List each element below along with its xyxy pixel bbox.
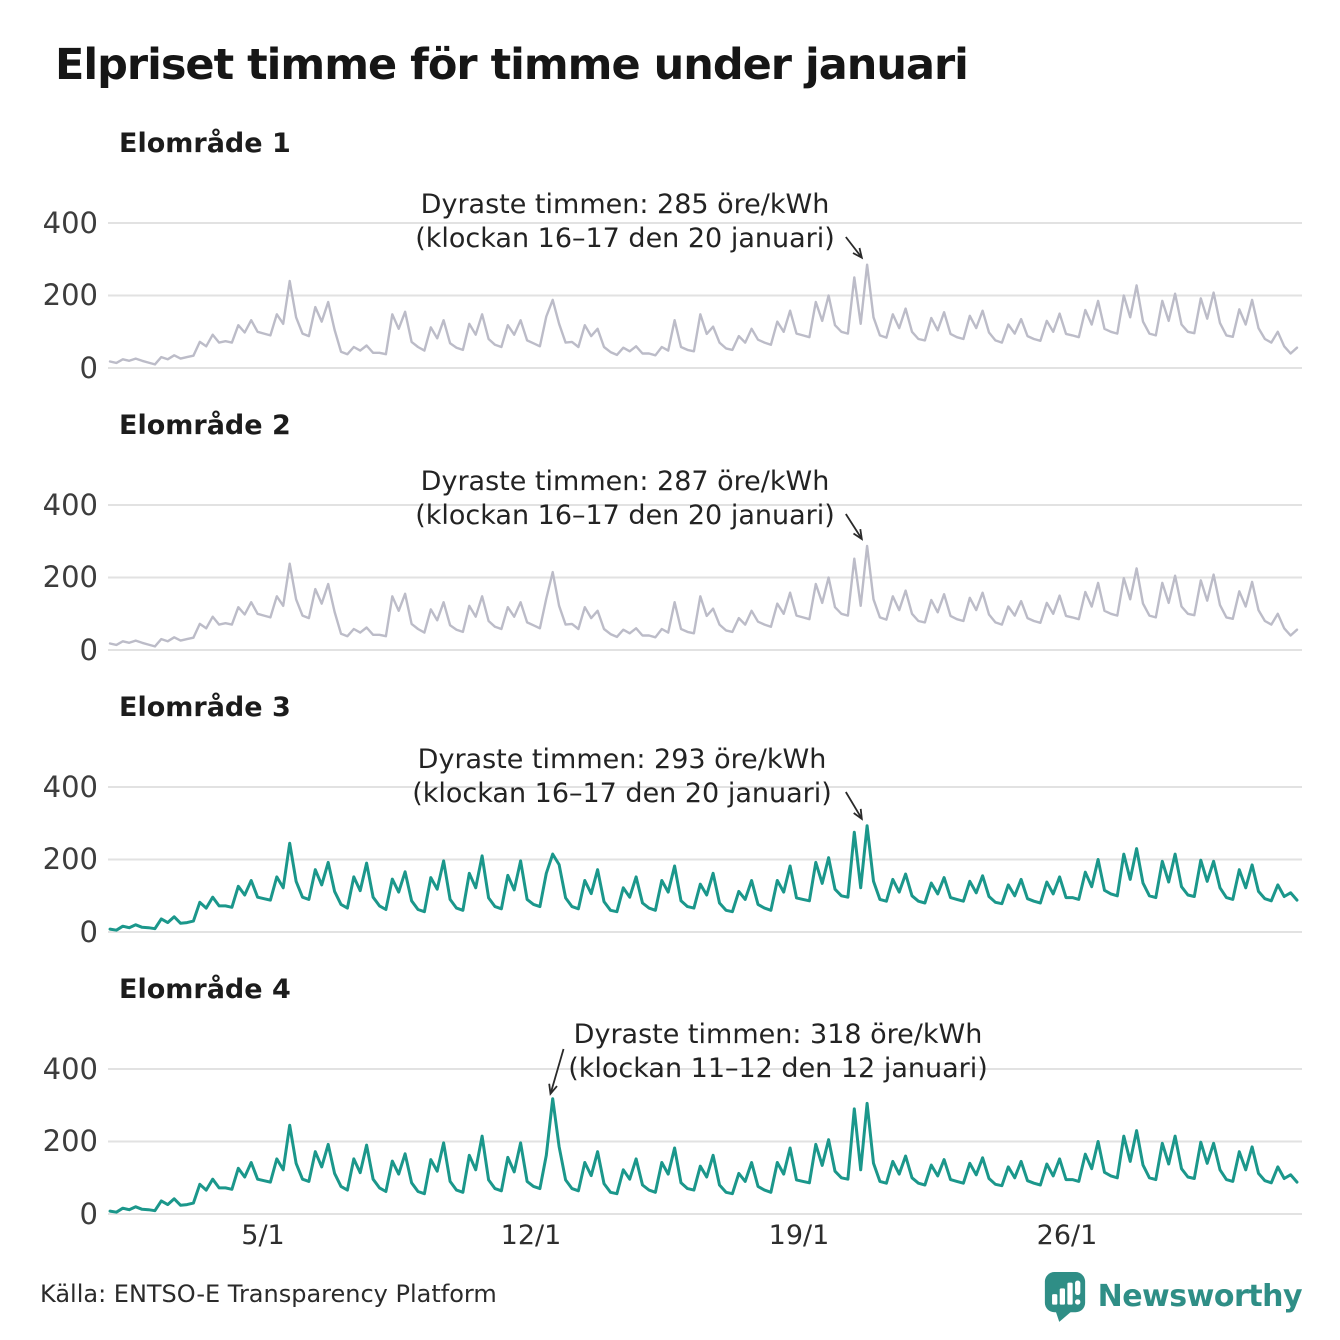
annotation-arrowhead: [853, 528, 863, 541]
panel-elomrade-4: Elområde 4 400 200 0 Dyraste timmen: 318…: [0, 966, 1340, 1248]
price-chart-elomrade-3: 400 200 0 Dyraste timmen: 293 öre/kWh (k…: [43, 744, 1302, 949]
x-tick-26-1: 26/1: [1036, 1220, 1098, 1251]
y-tick-0: 0: [80, 915, 98, 949]
annotation-arrowhead: [852, 247, 864, 260]
annotation-line1: Dyraste timmen: 287 öre/kWh: [421, 466, 830, 497]
price-line: [108, 824, 1299, 932]
annotation-arrowhead: [853, 808, 863, 821]
y-tick-200: 200: [43, 560, 98, 594]
annotation-arrow: [845, 513, 863, 540]
annotation-arrow: [549, 1048, 565, 1094]
panel-title: Elområde 2: [119, 410, 291, 441]
annotation-line2: (klockan 16–17 den 20 januari): [415, 223, 835, 254]
source-note: Källa: ENTSO-E Transparency Platform: [40, 1280, 497, 1308]
annotation-arrow: [845, 236, 863, 259]
annotation-line2: (klockan 11–12 den 12 januari): [568, 1053, 988, 1084]
y-tick-0: 0: [80, 351, 98, 385]
annotation-line1: Dyraste timmen: 285 öre/kWh: [421, 189, 830, 220]
price-line: [108, 544, 1299, 648]
y-tick-400: 400: [43, 488, 98, 522]
panel-elomrade-2: Elområde 2 400 200 0 Dyraste timmen: 287…: [0, 402, 1340, 684]
panel-elomrade-3: Elområde 3 400 200 0 Dyraste timmen: 293…: [0, 684, 1340, 966]
annotation-line1: Dyraste timmen: 293 öre/kWh: [418, 744, 827, 775]
panel-title: Elområde 3: [119, 692, 291, 723]
panel-title: Elområde 4: [119, 974, 291, 1005]
y-tick-200: 200: [43, 278, 98, 312]
newsworthy-wordmark: Newsworthy: [1097, 1278, 1303, 1314]
annotation-arrow: [845, 791, 863, 820]
price-line: [108, 1097, 1299, 1214]
newsworthy-logo: Newsworthy: [1042, 1270, 1303, 1322]
y-tick-400: 400: [43, 770, 98, 804]
annotation-line2: (klockan 16–17 den 20 januari): [415, 500, 835, 531]
y-tick-400: 400: [43, 1052, 98, 1086]
annotation-line1: Dyraste timmen: 318 öre/kWh: [574, 1019, 983, 1050]
annotation-line2: (klockan 16–17 den 20 januari): [412, 778, 832, 809]
price-chart-elomrade-4: 400 200 0 Dyraste timmen: 318 öre/kWh (k…: [43, 1019, 1302, 1231]
price-line: [108, 263, 1299, 366]
panel-title: Elområde 1: [119, 128, 291, 159]
x-tick-19-1: 19/1: [768, 1220, 830, 1251]
speech-bubble-bar-chart-icon: [1044, 1272, 1085, 1322]
y-tick-400: 400: [43, 206, 98, 240]
panel-elomrade-1: Elområde 1 400 200 0 Dyraste timmen: 285…: [0, 120, 1340, 402]
y-tick-0: 0: [80, 1197, 98, 1231]
page-title: Elpriset timme för timme under januari: [55, 40, 969, 90]
x-tick-12-1: 12/1: [500, 1220, 562, 1251]
x-axis: 5/1 12/1 19/1 26/1: [0, 1220, 1340, 1260]
y-tick-200: 200: [43, 1124, 98, 1158]
annotation-arrowhead: [548, 1083, 558, 1096]
price-chart-elomrade-2: 400 200 0 Dyraste timmen: 287 öre/kWh (k…: [43, 466, 1302, 667]
y-tick-0: 0: [80, 633, 98, 667]
price-chart-elomrade-1: 400 200 0 Dyraste timmen: 285 öre/kWh (k…: [43, 189, 1302, 385]
y-tick-200: 200: [43, 842, 98, 876]
x-tick-5-1: 5/1: [241, 1220, 285, 1251]
